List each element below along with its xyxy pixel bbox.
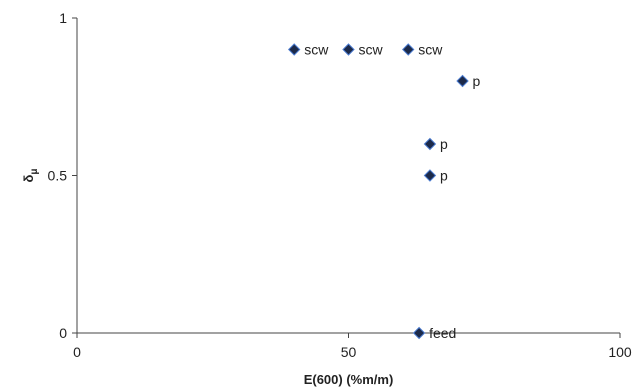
x-tick-label: 100 — [608, 344, 632, 360]
point-label: scw — [359, 42, 384, 58]
y-axis-title-subscript: μ — [29, 168, 40, 174]
data-point — [287, 43, 301, 56]
point-label: p — [440, 136, 448, 152]
point-label: scw — [304, 42, 329, 58]
x-axis-title: E(600) (%m/m) — [304, 372, 394, 387]
data-point — [402, 43, 415, 56]
point-label: scw — [418, 42, 443, 58]
point-label: p — [473, 73, 481, 89]
y-tick-label: 0 — [59, 325, 67, 341]
x-ticks: 0 50 100 — [73, 333, 632, 360]
data-point — [456, 74, 469, 88]
y-tick-label: 0.5 — [48, 168, 68, 184]
x-tick-label: 0 — [73, 344, 81, 360]
y-ticks: 00.51 — [48, 10, 77, 341]
data-point — [412, 326, 426, 340]
data-point — [423, 137, 437, 151]
x-tick-label: 50 — [341, 344, 357, 360]
point-label: feed — [429, 325, 456, 341]
y-tick-label: 1 — [59, 10, 67, 26]
data-point — [342, 43, 355, 56]
y-axis-title: δμ — [21, 168, 40, 182]
data-point — [423, 169, 437, 182]
point-label: p — [440, 168, 448, 184]
y-axis-title-delta: δ — [21, 175, 36, 183]
